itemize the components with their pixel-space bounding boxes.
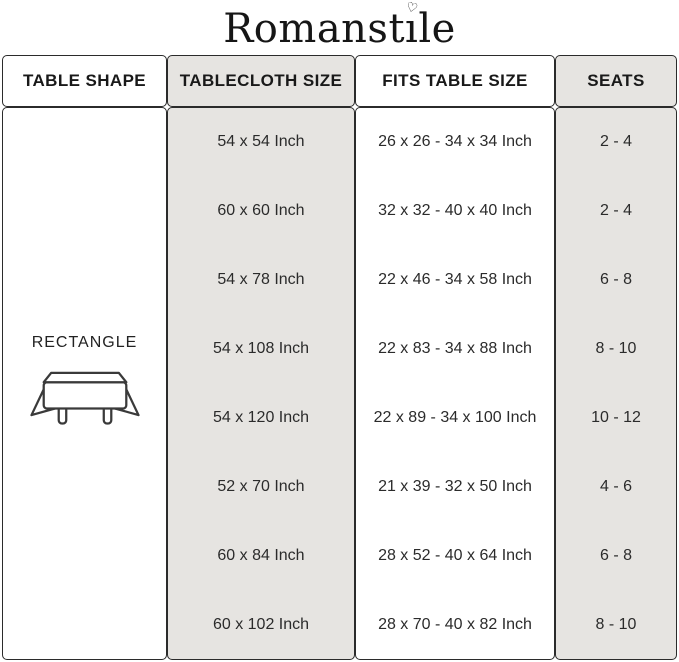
shape-label: RECTANGLE xyxy=(31,333,138,351)
seats-value: 8 - 10 xyxy=(595,615,637,633)
column-table-shape: RECTANGLE xyxy=(2,107,167,660)
column-tablecloth-size: 54 x 54 Inch 60 x 60 Inch 54 x 78 Inch 5… xyxy=(167,107,355,660)
column-seats: 2 - 4 2 - 4 6 - 8 8 - 10 10 - 12 4 - 6 6… xyxy=(555,107,677,660)
fits-table-size-value: 21 x 39 - 32 x 50 Inch xyxy=(378,477,532,495)
brand-logo-letter-i: ♡ ı xyxy=(404,0,419,52)
header-cell-seats: SEATS xyxy=(555,55,677,107)
size-chart-table: TABLE SHAPE TABLECLOTH SIZE FITS TABLE S… xyxy=(2,55,677,660)
tablecloth-size-value: 54 x 54 Inch xyxy=(217,133,305,151)
fits-table-size-value: 22 x 46 - 34 x 58 Inch xyxy=(378,271,532,289)
tablecloth-size-value: 60 x 102 Inch xyxy=(212,615,310,633)
header-cell-tablecloth-size: TABLECLOTH SIZE xyxy=(167,55,355,107)
seats-value: 6 - 8 xyxy=(599,271,632,289)
column-fits-table-size: 26 x 26 - 34 x 34 Inch 32 x 32 - 40 x 40… xyxy=(355,107,555,660)
seats-value: 2 - 4 xyxy=(599,133,632,151)
brand-logo-text-post: le xyxy=(418,5,456,52)
rectangle-tablecloth-icon xyxy=(29,371,140,425)
seats-value: 2 - 4 xyxy=(599,202,632,220)
seats-value: 8 - 10 xyxy=(595,340,637,358)
seats-value: 4 - 6 xyxy=(599,477,632,495)
fits-table-size-value: 32 x 32 - 40 x 40 Inch xyxy=(378,202,532,220)
logo-bar: Romanst ♡ ıle xyxy=(0,0,679,55)
seats-value: 10 - 12 xyxy=(591,408,641,426)
header-cell-table-shape: TABLE SHAPE xyxy=(2,55,167,107)
tablecloth-size-value: 52 x 70 Inch xyxy=(217,477,305,495)
brand-logo: Romanst ♡ ıle xyxy=(223,0,456,52)
tablecloth-size-value: 54 x 108 Inch xyxy=(212,340,310,358)
tablecloth-size-value: 60 x 60 Inch xyxy=(217,202,305,220)
fits-table-size-value: 28 x 52 - 40 x 64 Inch xyxy=(378,546,532,564)
fits-table-size-value: 26 x 26 - 34 x 34 Inch xyxy=(378,133,532,151)
heart-icon: ♡ xyxy=(403,0,420,17)
fits-table-size-value: 28 x 70 - 40 x 82 Inch xyxy=(378,615,532,633)
tablecloth-size-value: 60 x 84 Inch xyxy=(217,546,305,564)
header-cell-fits-table-size: FITS TABLE SIZE xyxy=(355,55,555,107)
fits-table-size-value: 22 x 89 - 34 x 100 Inch xyxy=(373,408,537,426)
fits-table-size-value: 22 x 83 - 34 x 88 Inch xyxy=(378,340,532,358)
seats-value: 6 - 8 xyxy=(599,546,632,564)
brand-logo-text-pre: Romanst xyxy=(223,5,406,52)
brand-logo-dotless-i: ı xyxy=(405,5,419,52)
tablecloth-size-value: 54 x 120 Inch xyxy=(212,408,310,426)
tablecloth-size-value: 54 x 78 Inch xyxy=(217,271,305,289)
